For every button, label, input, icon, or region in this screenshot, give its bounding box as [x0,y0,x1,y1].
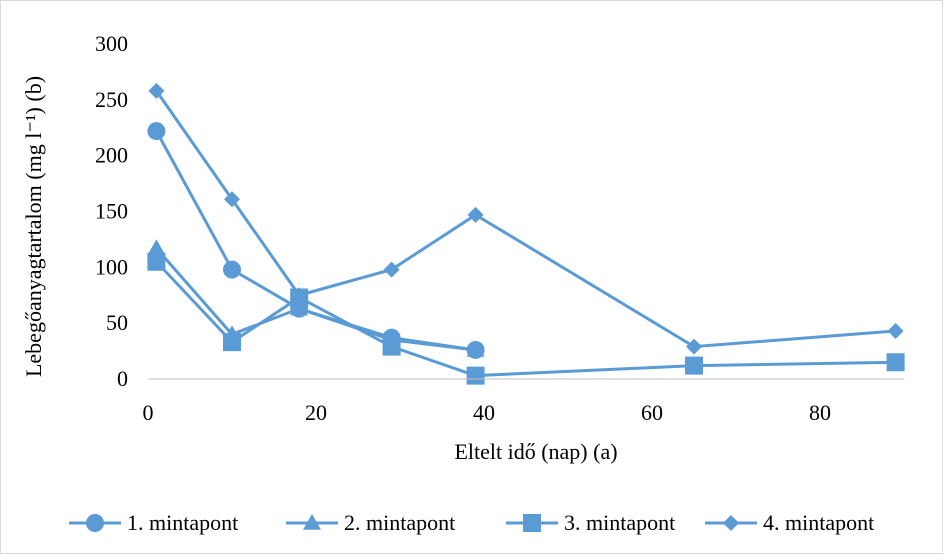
legend-marker [86,514,104,532]
data-point-series-4 [686,338,702,355]
series-line-4 [155,90,896,349]
x-tick-label: 0 [143,400,154,425]
data-point-series-4 [383,261,400,278]
y-axis-title: Lebegőanyagtartalom (mg l⁻¹) (b) [21,76,46,377]
legend-marker [303,514,321,530]
data-point-series-2 [466,340,485,357]
legend-marker [523,514,541,532]
data-point-series-3 [223,333,241,352]
series-line-1 [155,130,476,352]
y-tick-label: 200 [95,143,128,168]
series-line-3 [155,260,896,378]
data-point-series-3 [886,353,905,372]
y-tick-label: 150 [95,199,128,224]
x-tick-label: 40 [473,400,495,425]
plot-area [155,90,896,378]
y-tick-label: 300 [95,31,128,56]
data-point-series-4 [224,191,240,208]
x-tick-label: 20 [305,400,327,425]
data-point-series-4 [887,322,904,339]
legend-marker [723,515,739,531]
legend-label: 3. mintapont [564,510,675,535]
data-point-series-4 [467,206,484,223]
markers-layer [147,82,905,385]
x-axis-ticks: 0 20 40 60 80 [143,400,832,425]
x-axis-title: Eltelt idő (nap) (a) [454,439,617,464]
data-point-series-3 [147,252,166,271]
legend-label: 1. mintapont [127,510,238,535]
y-tick-label: 250 [95,87,128,112]
data-point-series-4 [291,287,308,304]
data-point-series-1 [223,260,241,279]
series-line-2 [155,247,476,352]
y-tick-label: 0 [117,366,128,391]
legend: 1. mintapont 2. mintapont 3. mintapont 4. m… [69,510,874,535]
data-point-series-1 [147,122,166,141]
y-axis-ticks: 0 50 100 150 200 250 300 [95,31,128,391]
data-point-series-2 [147,239,166,256]
y-tick-label: 50 [106,310,128,335]
data-point-series-2 [290,299,309,316]
x-tick-label: 60 [641,400,663,425]
legend-label: 4. mintapont [763,510,874,535]
data-point-series-3 [466,366,485,385]
data-point-series-4 [148,82,165,99]
legend-label: 2. mintapont [344,510,455,535]
data-point-series-3 [685,356,703,375]
data-point-series-3 [382,337,401,356]
x-tick-label: 80 [809,400,831,425]
y-tick-label: 100 [95,254,128,279]
